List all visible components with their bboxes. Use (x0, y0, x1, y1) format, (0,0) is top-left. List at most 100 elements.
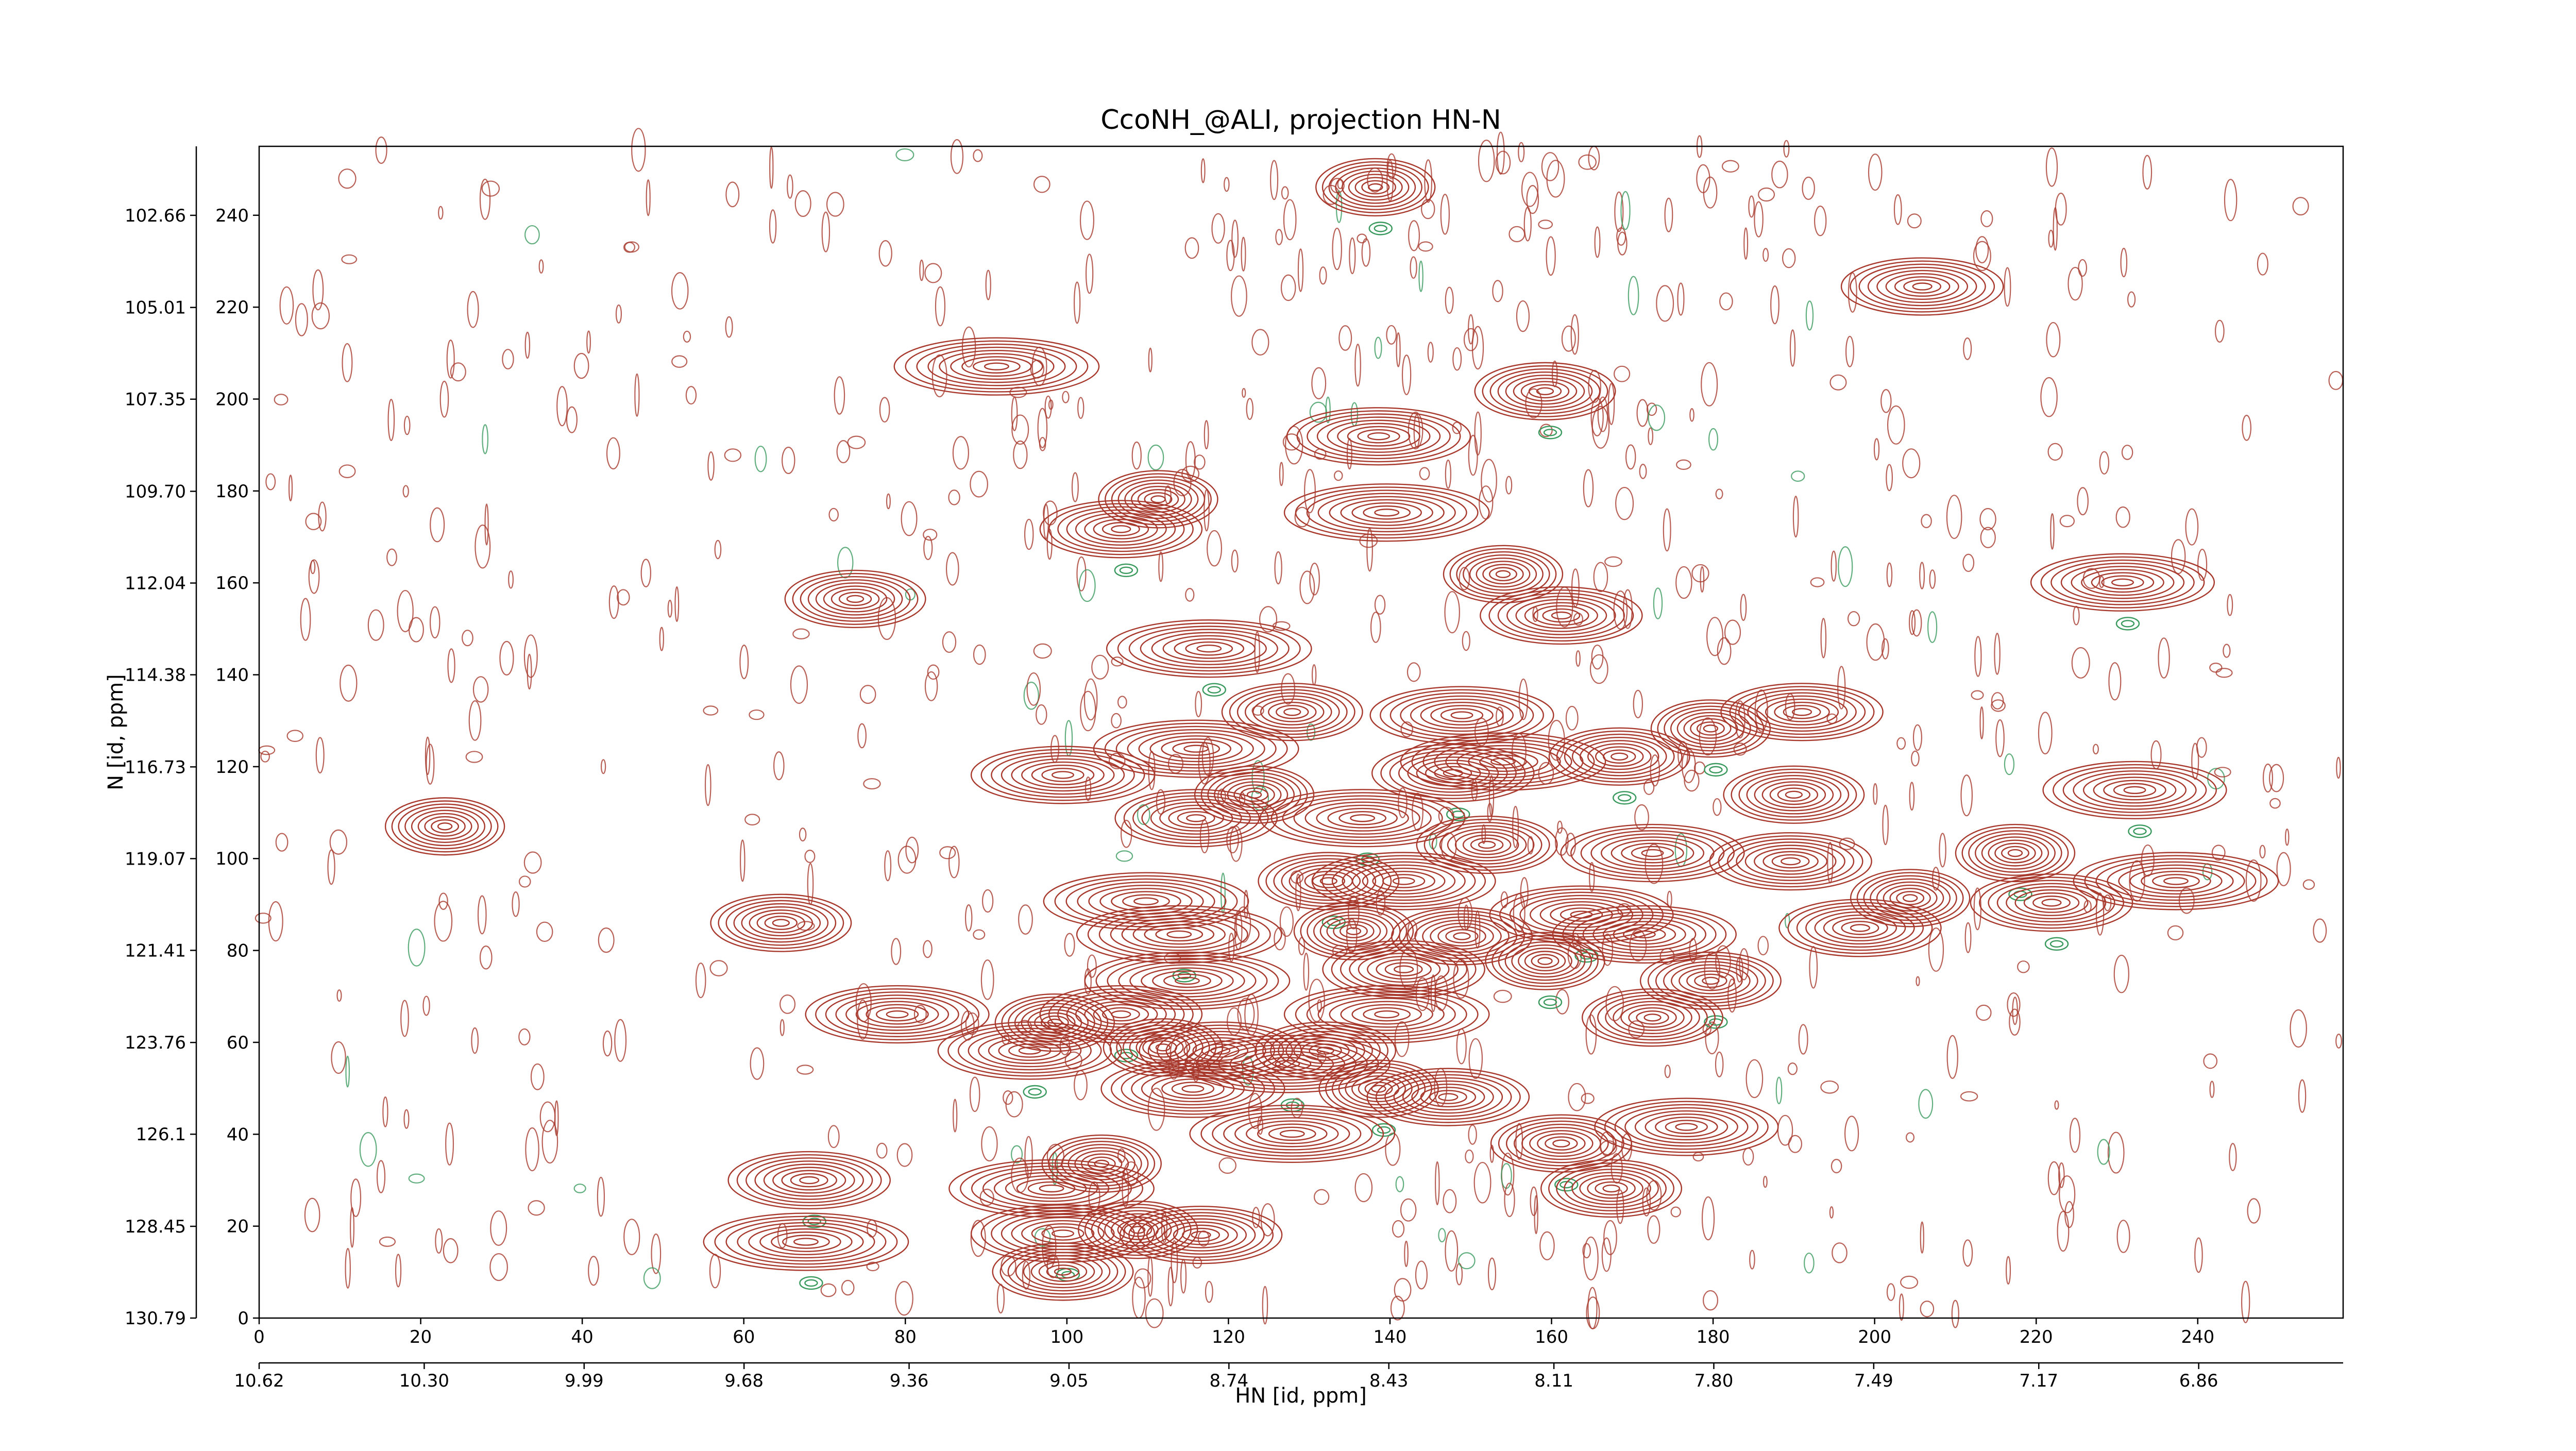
contour-ring (948, 1159, 1155, 1218)
noise-contour (996, 1284, 1005, 1314)
noise-contour (2108, 662, 2122, 701)
contour-ring (1371, 744, 1535, 803)
noise-contour (841, 1279, 855, 1296)
contour-ring (736, 1154, 882, 1206)
contour-ring (1138, 732, 1254, 766)
contour-ring (1489, 368, 1601, 414)
contour-ring (1592, 918, 1697, 951)
noise-contour (1468, 1038, 1483, 1079)
noise-contour (1962, 553, 1975, 572)
noise-contour (446, 339, 455, 379)
contour-ring (1087, 1156, 1116, 1171)
contour-ring (1175, 976, 1200, 985)
noise-contour (1386, 325, 1397, 345)
contour-ring (1268, 701, 1317, 722)
contour-ring (772, 1167, 846, 1194)
contour-ring (1312, 874, 1345, 888)
noise-contour (1788, 1135, 1803, 1153)
contour-ring (1066, 509, 1176, 549)
contour-ring (1756, 695, 1848, 729)
negative-contour (1371, 1123, 1396, 1137)
contour-ring (1636, 1010, 1669, 1025)
contour-ring (1528, 384, 1562, 399)
contour-ring (1293, 1037, 1358, 1065)
contour-ring (1338, 811, 1387, 825)
noise-contour (2116, 1220, 2130, 1253)
contour-ring (1286, 407, 1471, 466)
contour-ring (1349, 949, 1459, 989)
noise-contour (773, 751, 785, 781)
noise-contour (1516, 300, 1530, 332)
contour-ring (1164, 1221, 1238, 1248)
noise-contour (1390, 1295, 1405, 1321)
contour-ring (1979, 876, 2124, 929)
noise-contour (1427, 342, 1434, 363)
contour-ring (1731, 768, 1857, 821)
noise-contour (1646, 402, 1657, 416)
contour-ring (1246, 1120, 1339, 1148)
x2-tick-label: 6.86 (2179, 1371, 2218, 1391)
contour-ring (2129, 867, 2223, 895)
contour-ring (1129, 964, 1245, 998)
noise-contour (429, 606, 440, 638)
noise-contour (338, 464, 356, 478)
noise-contour (1538, 220, 1553, 229)
noise-contour (1468, 434, 1478, 476)
contour-ring (1306, 490, 1467, 536)
contour-ring (927, 346, 1066, 386)
noise-contour (1715, 488, 1723, 500)
contour-ring (1696, 721, 1725, 736)
noise-contour (1280, 274, 1296, 301)
noise-contour (1396, 332, 1401, 367)
noise-contour (707, 451, 715, 481)
contour-ring (1513, 1123, 1609, 1163)
noise-contour (919, 259, 924, 281)
noise-contour (695, 963, 706, 999)
contour-ring (1545, 1136, 1578, 1151)
noise-contour (1064, 720, 1073, 756)
noise-contour (1643, 779, 1655, 795)
contour-ring (1624, 1107, 1749, 1147)
noise-contour (2069, 1118, 2081, 1153)
noise-contour (1770, 285, 1780, 325)
contour-ring (1350, 814, 1376, 822)
noise-contour (465, 751, 483, 763)
contour-ring (2073, 770, 2197, 810)
contour-ring (771, 1231, 841, 1252)
peak (1093, 719, 1299, 778)
contour-ring (1416, 760, 1490, 787)
noise-contour (1886, 1283, 1895, 1301)
contour-ring (978, 1034, 1082, 1068)
noise-contour (1689, 408, 1694, 422)
contour-ring (1832, 917, 1888, 938)
contour-ring (1533, 605, 1589, 626)
contour-ring (1594, 1098, 1779, 1156)
noise-contour (481, 180, 500, 197)
noise-contour (1583, 469, 1594, 508)
contour-ring (1896, 891, 1925, 905)
noise-contour (1629, 929, 1647, 961)
contour-ring (1258, 852, 1400, 910)
contour-ring (784, 569, 926, 629)
noise-contour (359, 1132, 377, 1167)
contour-ring (1038, 1261, 1088, 1282)
negative-contour (1704, 763, 1728, 777)
noise-contour (895, 148, 914, 161)
contour-ring (1119, 1205, 1283, 1264)
contour-ring (875, 1007, 919, 1022)
contour-ring (799, 1176, 820, 1185)
contour-ring (1043, 872, 1249, 931)
noise-contour (1398, 787, 1408, 818)
contour-ring (1513, 378, 1578, 405)
noise-contour (1170, 1035, 1188, 1073)
x-tick-label: 80 (894, 1327, 917, 1347)
noise-contour (1844, 1116, 1859, 1152)
noise-contour (2214, 319, 2225, 343)
noise-contour (1134, 1268, 1151, 1289)
contour-ring (1001, 755, 1125, 795)
contour-ring (1597, 994, 1708, 1041)
noise-contour (408, 617, 424, 643)
contour-ring (1663, 961, 1758, 1001)
noise-contour (1013, 440, 1028, 469)
noise-contour (863, 778, 881, 790)
